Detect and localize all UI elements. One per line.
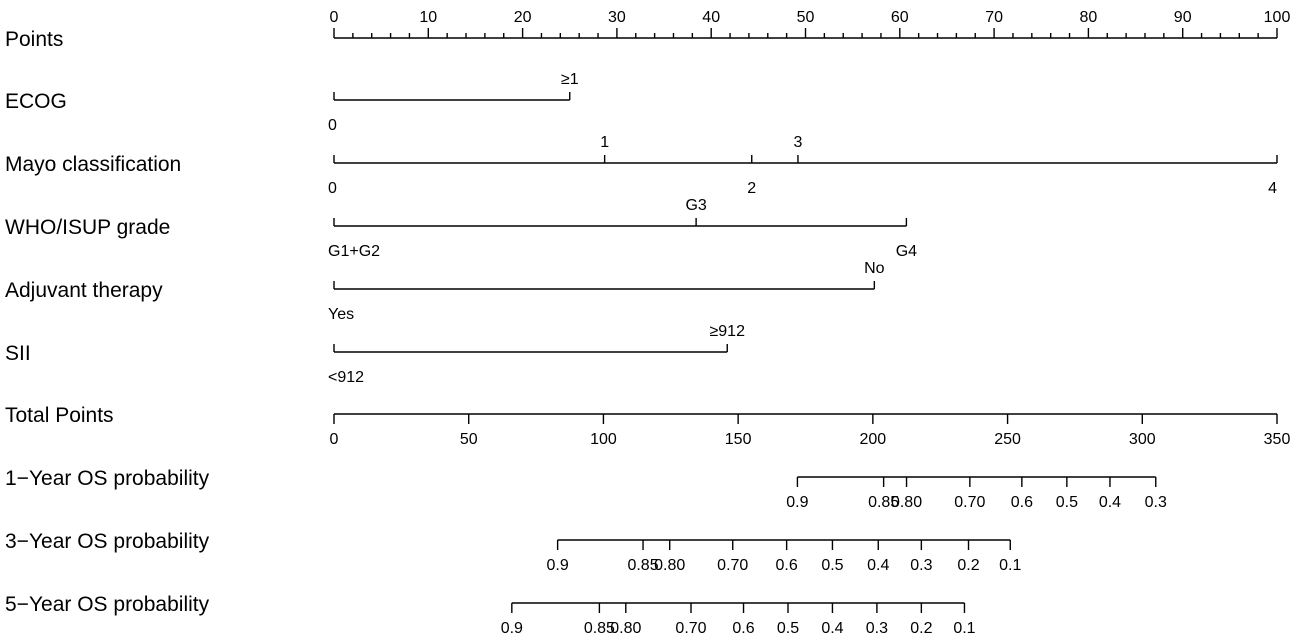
prob-tick-label: 0.80 xyxy=(891,494,922,511)
tick-label: 30 xyxy=(608,9,626,26)
level-label: 0 xyxy=(328,180,337,197)
tick-label: 90 xyxy=(1174,9,1192,26)
prob-tick-label: 0.6 xyxy=(776,557,798,574)
tick-label: 100 xyxy=(590,431,617,448)
prob-tick-label: 0.80 xyxy=(610,620,641,637)
prob-tick-label: 0.3 xyxy=(1145,494,1167,511)
row-label-total-points: Total Points xyxy=(5,404,114,427)
tick-label: 0 xyxy=(330,431,339,448)
row-label-sii: SII xyxy=(5,342,31,365)
prob-tick-label: 0.70 xyxy=(954,494,985,511)
row-label-5-year-os-probability: 5−Year OS probability xyxy=(5,593,210,616)
prob-tick-label: 0.6 xyxy=(732,620,754,637)
tick-label: 250 xyxy=(994,431,1021,448)
prob-tick-label: 0.85 xyxy=(584,620,615,637)
level-label: ≥1 xyxy=(561,71,579,88)
tick-label: 100 xyxy=(1264,9,1291,26)
row-label-who-isup-grade: WHO/ISUP grade xyxy=(5,216,170,239)
prob-tick-label: 0.9 xyxy=(501,620,523,637)
prob-tick-label: 0.4 xyxy=(867,557,889,574)
tick-label: 0 xyxy=(330,9,339,26)
level-label: <912 xyxy=(328,369,364,386)
level-label: ≥912 xyxy=(709,323,745,340)
prob-tick-label: 0.70 xyxy=(675,620,706,637)
level-label: G1+G2 xyxy=(328,243,380,260)
tick-label: 60 xyxy=(891,9,909,26)
prob-tick-label: 0.1 xyxy=(953,620,975,637)
prob-tick-label: 0.70 xyxy=(717,557,748,574)
level-label: 4 xyxy=(1268,180,1277,197)
prob-tick-label: 0.4 xyxy=(821,620,843,637)
prob-tick-label: 0.5 xyxy=(777,620,799,637)
prob-tick-label: 0.5 xyxy=(821,557,843,574)
tick-label: 10 xyxy=(419,9,437,26)
row-label-points: Points xyxy=(5,28,63,51)
level-label: 2 xyxy=(747,180,756,197)
prob-tick-label: 0.5 xyxy=(1056,494,1078,511)
prob-tick-label: 0.9 xyxy=(786,494,808,511)
prob-tick-label: 0.9 xyxy=(547,557,569,574)
tick-label: 150 xyxy=(725,431,752,448)
prob-tick-label: 0.2 xyxy=(910,620,932,637)
tick-label: 80 xyxy=(1080,9,1098,26)
tick-label: 20 xyxy=(514,9,532,26)
level-label: 0 xyxy=(328,117,337,134)
row-label-mayo-classification: Mayo classification xyxy=(5,153,181,176)
prob-tick-label: 0.80 xyxy=(654,557,685,574)
prob-tick-label: 0.4 xyxy=(1099,494,1121,511)
level-label: No xyxy=(864,260,885,277)
tick-label: 50 xyxy=(797,9,815,26)
row-label-ecog: ECOG xyxy=(5,90,67,113)
prob-tick-label: 0.85 xyxy=(868,494,899,511)
prob-tick-label: 0.3 xyxy=(910,557,932,574)
tick-label: 350 xyxy=(1264,431,1291,448)
level-label: G3 xyxy=(685,197,706,214)
tick-label: 200 xyxy=(860,431,887,448)
level-label: 3 xyxy=(794,134,803,151)
prob-tick-label: 0.85 xyxy=(627,557,658,574)
row-label-1-year-os-probability: 1−Year OS probability xyxy=(5,467,210,490)
prob-tick-label: 0.1 xyxy=(999,557,1021,574)
prob-tick-label: 0.3 xyxy=(866,620,888,637)
prob-tick-label: 0.6 xyxy=(1011,494,1033,511)
row-label-3-year-os-probability: 3−Year OS probability xyxy=(5,530,210,553)
level-label: G4 xyxy=(896,243,917,260)
tick-label: 300 xyxy=(1129,431,1156,448)
level-label: Yes xyxy=(328,306,354,323)
prob-tick-label: 0.2 xyxy=(957,557,979,574)
tick-label: 70 xyxy=(985,9,1003,26)
tick-label: 50 xyxy=(460,431,478,448)
level-label: 1 xyxy=(600,134,609,151)
row-label-adjuvant-therapy: Adjuvant therapy xyxy=(5,279,163,302)
tick-label: 40 xyxy=(702,9,720,26)
